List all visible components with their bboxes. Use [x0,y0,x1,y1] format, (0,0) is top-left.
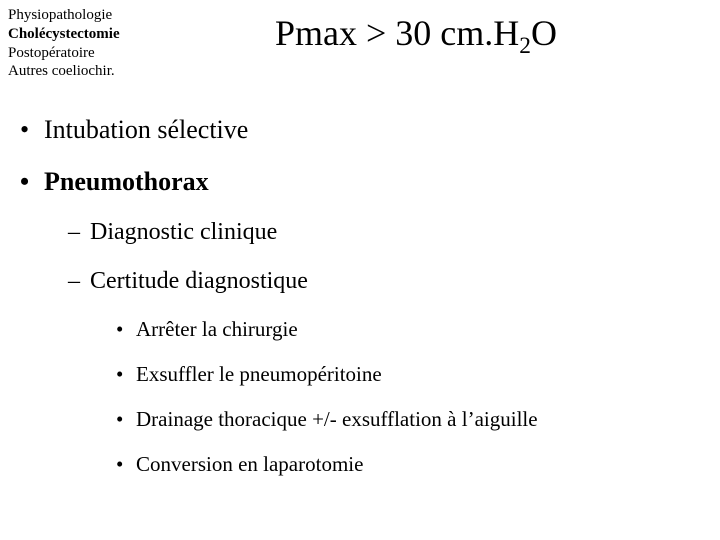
breadcrumb-line: Physiopathologie [8,6,120,25]
title-text: O [531,13,557,53]
bullet-text: Pneumothorax [44,167,209,196]
bullet-level3: Conversion en laparotomie [116,452,700,477]
breadcrumb-line: Cholécystectomie [8,25,120,44]
breadcrumb-line: Postopératoire [8,44,120,63]
bullet-text: Conversion en laparotomie [136,452,363,476]
title-subscript: 2 [519,33,531,59]
bullet-text: Exsuffler le pneumopéritoine [136,362,382,386]
bullet-text: Intubation sélective [44,115,248,144]
bullet-text: Certitude diagnostique [90,268,308,294]
bullet-level1: Pneumothorax [20,167,700,197]
bullet-level3: Drainage thoracique +/- exsufflation à l… [116,407,700,432]
bullet-text: Diagnostic clinique [90,219,277,245]
bullet-text: Drainage thoracique +/- exsufflation à l… [136,407,538,431]
bullet-level2: Certitude diagnostique [68,268,700,295]
bullet-level1: Intubation sélective [20,115,700,145]
content-area: Intubation sélective Pneumothorax Diagno… [20,115,700,497]
page-title: Pmax > 30 cm.H2O [275,12,557,60]
bullet-level3: Arrêter la chirurgie [116,317,700,342]
title-text: Pmax > 30 cm.H [275,13,519,53]
bullet-level3: Exsuffler le pneumopéritoine [116,362,700,387]
bullet-level2: Diagnostic clinique [68,219,700,246]
breadcrumb-line: Autres coeliochir. [8,62,120,81]
bullet-text: Arrêter la chirurgie [136,317,298,341]
breadcrumb-box: Physiopathologie Cholécystectomie Postop… [8,6,120,81]
